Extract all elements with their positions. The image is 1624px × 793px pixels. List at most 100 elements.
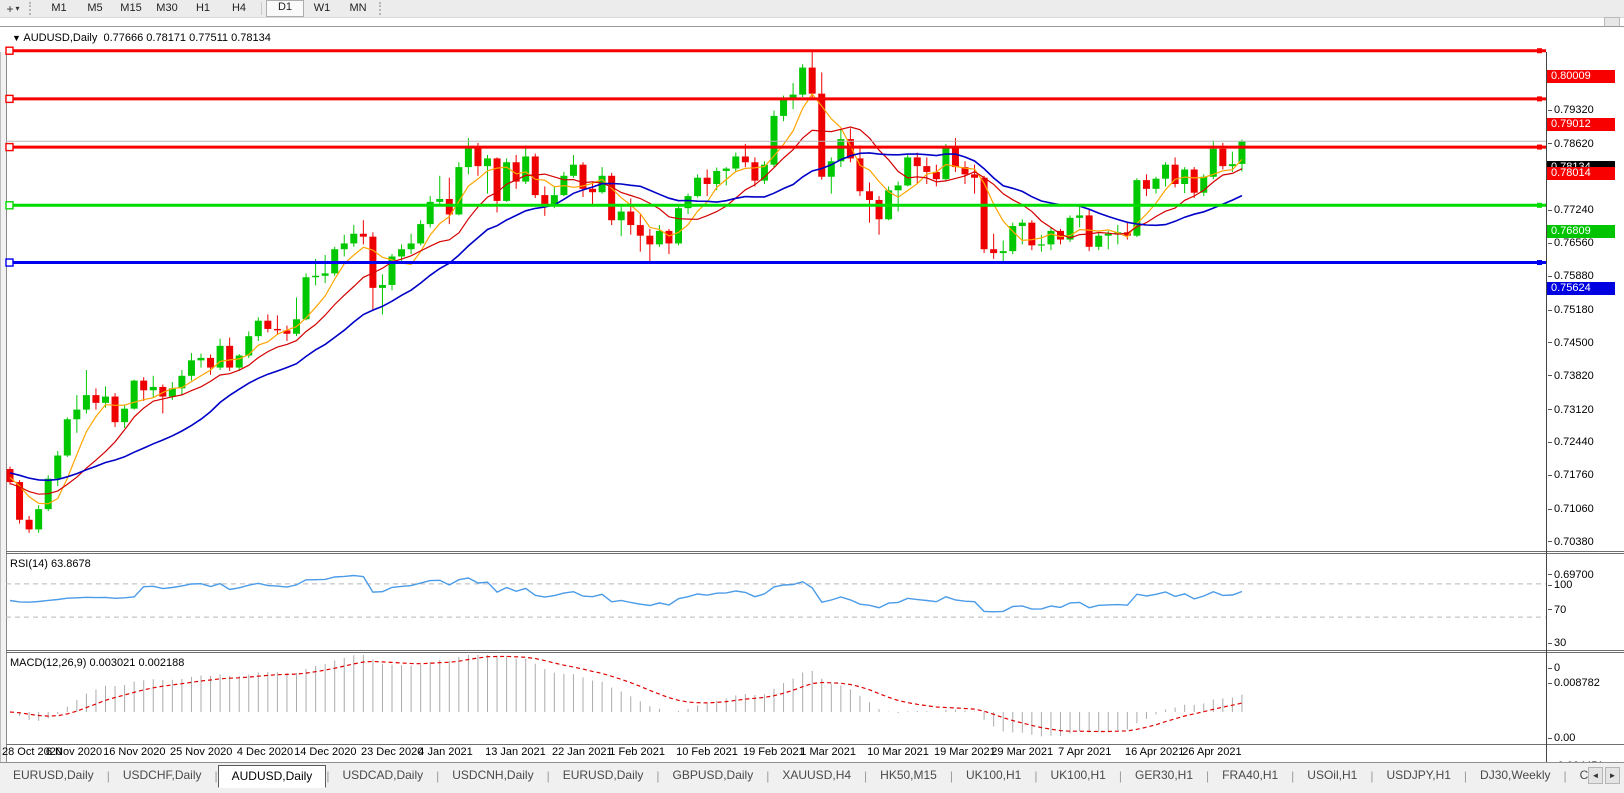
date-label: 29 Mar 2021 xyxy=(991,746,1054,758)
chart-tab-USDJPY-H1[interactable]: USDJPY,H1 xyxy=(1386,768,1451,782)
date-label: 16 Nov 2020 xyxy=(103,746,166,758)
chart-tab-EURUSD-Daily[interactable]: EURUSD,Daily xyxy=(562,768,644,782)
rsi-tick: 100 xyxy=(1548,579,1572,591)
chart-tab-USDCAD-Daily[interactable]: USDCAD,Daily xyxy=(342,768,424,782)
tab-separator: | xyxy=(949,769,953,783)
tab-separator: | xyxy=(1563,769,1567,783)
date-label: 19 Mar 2021 xyxy=(934,746,996,758)
rsi-tick: 30 xyxy=(1548,637,1566,649)
date-label: 4 Dec 2020 xyxy=(236,746,294,758)
crosshair-cursor-icon[interactable]: + ▾ xyxy=(6,1,20,16)
macd-main-value: 0.003021 xyxy=(89,657,136,669)
timeframe-button-M30[interactable]: M30 xyxy=(156,2,178,14)
chart-tab-GBPUSD-Daily[interactable]: GBPUSD,Daily xyxy=(672,768,754,782)
toolbar-grip[interactable] xyxy=(379,2,388,15)
tabs-scroll-left-button[interactable]: ◄ xyxy=(1588,767,1603,784)
level-price-label: 0.80009 xyxy=(1547,70,1615,84)
price-chart-pane[interactable] xyxy=(0,27,1624,551)
level-price-label: 0.79012 xyxy=(1547,118,1615,132)
price-tick: 0.76560 xyxy=(1548,237,1594,249)
price-tick: 0.75880 xyxy=(1548,270,1594,282)
price-tick: 0.71060 xyxy=(1548,503,1594,515)
timeframe-toolbar: + ▾ M1 M5 M15 M30 H1 H4 D1 W1 MN xyxy=(0,0,1624,18)
tab-separator: | xyxy=(766,769,770,783)
collapse-arrow-icon[interactable]: ▼ xyxy=(12,33,21,43)
chart-title: ▼ AUDUSD,Daily 0.77666 0.78171 0.77511 0… xyxy=(12,32,271,44)
tab-separator: | xyxy=(436,769,440,783)
window-left-edge xyxy=(0,52,7,770)
timeframe-button-M15[interactable]: M15 xyxy=(120,2,142,14)
chart-tab-bar: EURUSD,Daily | USDCHF,Daily | AUDUSD,Daily | U… xyxy=(0,762,1624,793)
tab-separator: | xyxy=(1206,769,1210,783)
price-tick: 0.77240 xyxy=(1548,204,1594,216)
timeframe-button-M5[interactable]: M5 xyxy=(87,2,103,14)
rsi-value: 63.8678 xyxy=(50,558,91,570)
chart-tab-USDCHF-Daily[interactable]: USDCHF,Daily xyxy=(122,768,202,782)
chart-window: ▼ AUDUSD,Daily 0.77666 0.78171 0.77511 0… xyxy=(0,26,1624,793)
chart-tab-GER30-H1[interactable]: GER30,H1 xyxy=(1134,768,1194,782)
chart-tab-FRA40-H1[interactable]: FRA40,H1 xyxy=(1222,768,1279,782)
date-label: 25 Nov 2020 xyxy=(170,746,233,758)
timeframe-button-H4[interactable]: H4 xyxy=(231,2,247,14)
price-tick: 0.69700 xyxy=(1548,569,1594,581)
date-label: 14 Dec 2020 xyxy=(294,746,357,758)
date-label: 10 Mar 2021 xyxy=(867,746,929,758)
timeframe-button-W1[interactable]: W1 xyxy=(313,2,331,14)
level-price-label: 0.78014 xyxy=(1547,166,1615,180)
date-label: 19 Feb 2021 xyxy=(743,746,805,758)
chart-tab-AUDUSD-Daily[interactable]: AUDUSD,Daily xyxy=(217,765,327,788)
date-label: 10 Feb 2021 xyxy=(676,746,738,758)
date-label: 23 Dec 2020 xyxy=(361,746,424,758)
macd-signal-value: 0.002188 xyxy=(138,657,185,669)
macd-pane[interactable] xyxy=(0,653,1624,744)
price-tick: 0.70380 xyxy=(1548,536,1594,548)
rsi-tick: 70 xyxy=(1548,604,1566,616)
level-price-label: 0.76809 xyxy=(1547,224,1615,238)
timeframe-button-M1[interactable]: M1 xyxy=(51,2,67,14)
date-label: 22 Jan 2021 xyxy=(552,746,613,758)
timeframe-button-D1[interactable]: D1 xyxy=(266,0,304,17)
chart-tab-XAUUSD-H4[interactable]: XAUUSD,H4 xyxy=(782,768,852,782)
level-price-label: 0.75624 xyxy=(1547,282,1615,296)
tabs-scroll-right-button[interactable]: ► xyxy=(1605,767,1620,784)
date-label: 1 Mar 2021 xyxy=(800,746,856,758)
price-tick: 0.72440 xyxy=(1548,436,1594,448)
chart-tab-UK100-H1[interactable]: UK100,H1 xyxy=(965,768,1022,782)
axis-border xyxy=(1546,52,1547,770)
macd-tick: 0.008782 xyxy=(1548,677,1600,689)
chart-tab-UK100-H1[interactable]: UK100,H1 xyxy=(1050,768,1106,782)
chart-tab-DJ30-Weekly[interactable]: DJ30,Weekly xyxy=(1480,768,1551,782)
date-label: 4 Jan 2021 xyxy=(418,746,473,758)
macd-label: MACD(12,26,9) 0.003021 0.002188 xyxy=(10,657,185,669)
price-tick: 0.78620 xyxy=(1548,138,1594,150)
price-tick: 0.79320 xyxy=(1548,104,1594,116)
date-label: 1 Feb 2021 xyxy=(609,746,665,758)
dropdown-caret-icon[interactable]: ▾ xyxy=(15,4,20,13)
macd-tick: 0.00 xyxy=(1548,732,1575,744)
tab-separator: | xyxy=(326,769,330,783)
price-tick: 0.74500 xyxy=(1548,337,1594,349)
tab-separator: | xyxy=(1291,769,1295,783)
chart-tab-strip: EURUSD,Daily | USDCHF,Daily | AUDUSD,Daily | U… xyxy=(0,763,1588,788)
date-axis[interactable]: 28 Oct 2020 6 Nov 2020 16 Nov 2020 25 Nov 2… xyxy=(0,744,1624,760)
timeframe-button-H1[interactable]: H1 xyxy=(195,2,211,14)
tab-separator: | xyxy=(1118,769,1122,783)
chart-tab-CHINA300-H1[interactable]: CHINA300,H1 xyxy=(1579,768,1588,782)
chart-tab-HK50-M15[interactable]: HK50,M15 xyxy=(880,768,937,782)
tab-separator: | xyxy=(1370,769,1374,783)
price-tick: 0.73120 xyxy=(1548,404,1594,416)
rsi-tick: 0 xyxy=(1548,662,1560,674)
chart-tab-USDCNH-Daily[interactable]: USDCNH,Daily xyxy=(452,768,534,782)
toolbar-grip[interactable] xyxy=(29,2,38,15)
rsi-pane[interactable] xyxy=(0,554,1624,650)
date-label: 7 Apr 2021 xyxy=(1058,746,1112,758)
tab-separator: | xyxy=(1463,769,1468,783)
toolbar-separator xyxy=(261,2,262,15)
chart-tab-EURUSD-Daily[interactable]: EURUSD,Daily xyxy=(13,768,94,782)
tab-separator: | xyxy=(106,769,110,783)
price-tick: 0.75180 xyxy=(1548,304,1594,316)
timeframe-button-MN[interactable]: MN xyxy=(349,2,367,14)
price-axis[interactable]: 0.79320 0.78620 0.77240 0.76560 0.75880 0.751… xyxy=(1546,52,1624,772)
chart-tab-USOil-H1[interactable]: USOil,H1 xyxy=(1307,768,1358,782)
